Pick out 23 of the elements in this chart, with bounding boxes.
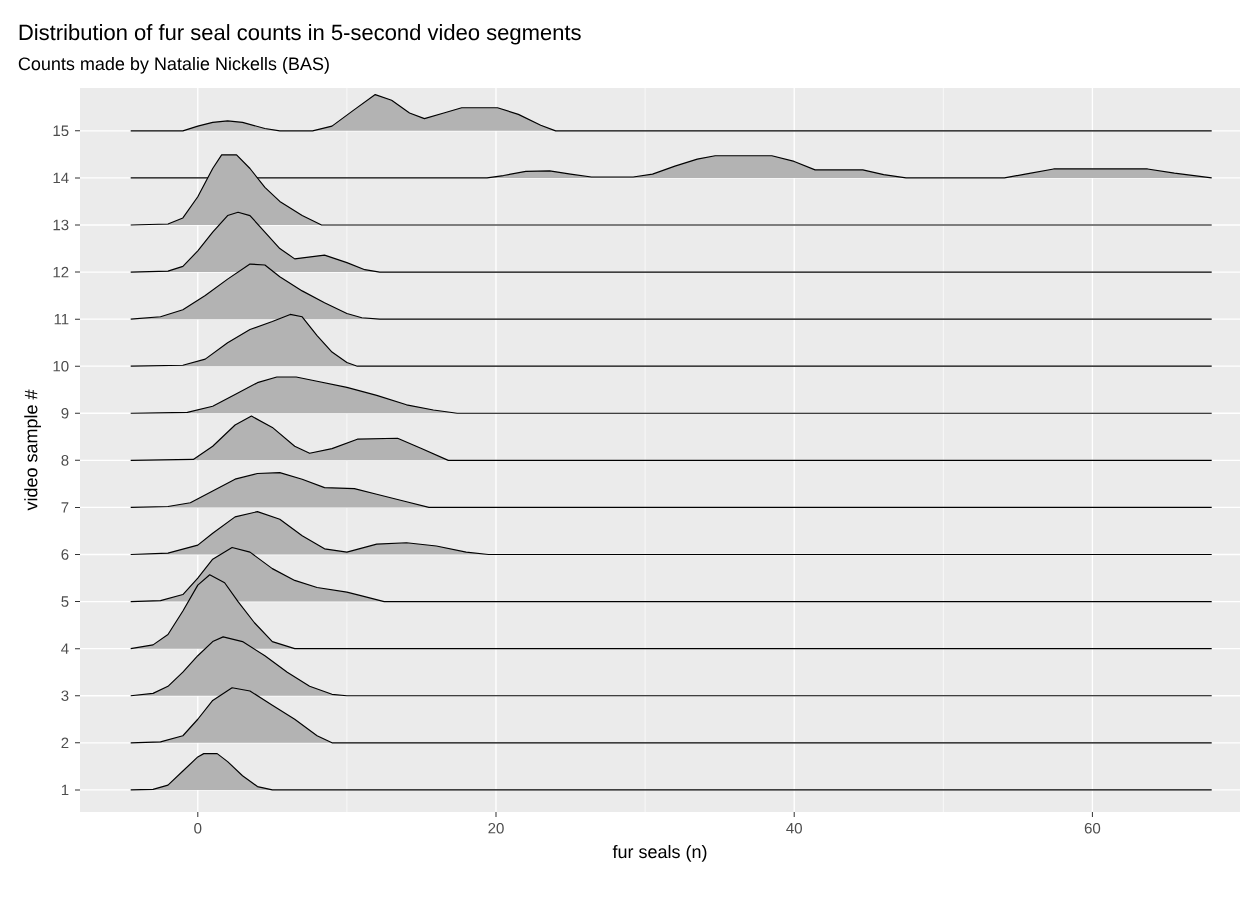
y-axis-title: video sample # xyxy=(24,389,41,511)
y-tick-label: 14 xyxy=(53,172,69,184)
y-tick-label: 2 xyxy=(61,737,69,749)
x-tick-label: 60 xyxy=(1084,822,1101,834)
y-tick-label: 15 xyxy=(53,125,69,137)
y-tick-label: 1 xyxy=(61,784,69,796)
x-axis-title: fur seals (n) xyxy=(612,844,707,862)
y-tick-label: 5 xyxy=(61,596,69,607)
x-tick-label: 0 xyxy=(194,822,202,834)
y-tick-label: 12 xyxy=(53,266,69,278)
y-tick-label: 3 xyxy=(61,690,69,702)
chart-title: Distribution of fur seal counts in 5-second video segments xyxy=(19,24,581,45)
y-tick-label: 4 xyxy=(61,643,69,654)
y-tick-label: 11 xyxy=(54,313,69,325)
y-tick-label: 8 xyxy=(61,455,69,466)
y-tick-label: 9 xyxy=(61,407,69,419)
y-tick-label: 13 xyxy=(53,219,69,231)
y-tick-label: 10 xyxy=(53,360,69,372)
x-tick-label: 40 xyxy=(786,822,802,834)
chart-subtitle: Counts made by Natalie Nickells (BAS) xyxy=(18,56,329,74)
x-tick-label: 20 xyxy=(488,822,504,834)
y-tick-label: 6 xyxy=(61,549,69,560)
y-tick-label: 7 xyxy=(61,502,69,513)
